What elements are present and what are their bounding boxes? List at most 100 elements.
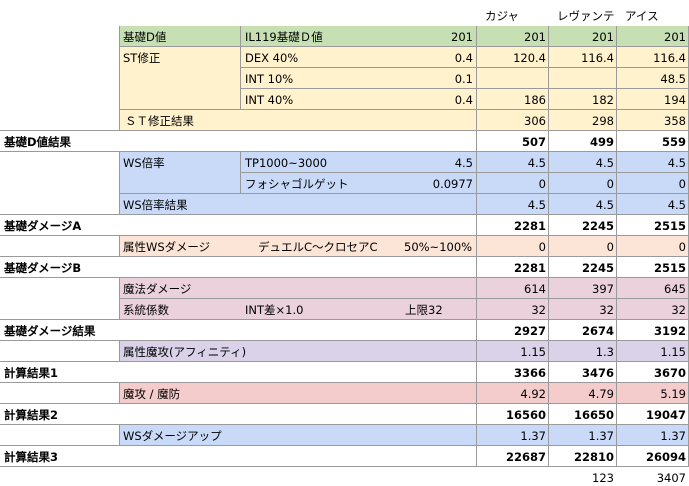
value-cell: 2927 (513, 324, 546, 338)
ws-result-col-1[interactable] (549, 194, 617, 215)
st-row-1[interactable] (241, 68, 477, 89)
st-row-0-col-0[interactable] (477, 47, 549, 68)
calc3-col-1[interactable] (549, 446, 617, 467)
calc2-label: 計算結果2 (4, 408, 59, 422)
ws-result-col-0[interactable] (477, 194, 549, 215)
base-d-result-col-1[interactable] (549, 131, 617, 152)
elem-ws-col-1[interactable] (549, 236, 617, 257)
label-block-matk[interactable] (0, 383, 120, 404)
dmg-b-row[interactable] (0, 257, 477, 278)
value-cell: 2515 (653, 219, 686, 233)
value-cell: 306 (524, 114, 546, 128)
base-d-result-row[interactable] (0, 131, 477, 152)
ws-up-col-0[interactable] (477, 425, 549, 446)
ws-row-0[interactable] (241, 152, 477, 173)
label-block-stmod[interactable] (0, 26, 120, 131)
value-cell: 1.15 (520, 345, 546, 359)
affinity-cell[interactable] (120, 341, 477, 362)
base-d-levante[interactable] (549, 26, 617, 47)
st-result-label: ＳＴ修正結果 (125, 114, 194, 128)
magic-coef-col-1[interactable] (549, 299, 617, 320)
ws-row-1-col-1[interactable] (549, 173, 617, 194)
st-row-1-col-1[interactable] (549, 68, 617, 89)
st-result-col-1[interactable] (549, 110, 617, 131)
dmg-a-col-0[interactable] (477, 215, 549, 236)
ws-row-1-col-0[interactable] (477, 173, 549, 194)
ws-up-cell[interactable] (120, 425, 477, 446)
elem-ws-desc: デュエルC～クロセアC (258, 240, 378, 254)
st-row-2[interactable] (241, 89, 477, 110)
matk-col-0[interactable] (477, 383, 549, 404)
dmg-a-row[interactable] (0, 215, 477, 236)
label-block-elem[interactable] (0, 236, 120, 257)
value-cell: 2245 (581, 219, 614, 233)
label-block-affinity[interactable] (0, 341, 120, 362)
magic-dmg-col-0[interactable] (477, 278, 549, 299)
affinity-col-0[interactable] (477, 341, 549, 362)
affinity-col-1[interactable] (549, 341, 617, 362)
value-cell: 4.5 (527, 198, 546, 212)
base-d-result-label: 基礎D値結果 (4, 135, 72, 149)
column-header: カジャ (485, 9, 519, 23)
ws-row-0-col-1[interactable] (549, 152, 617, 173)
value-cell: 2515 (653, 261, 686, 275)
value-cell: 2281 (513, 219, 546, 233)
elem-ws-col-0[interactable] (477, 236, 549, 257)
st-row-label: DEX 40% (245, 51, 299, 65)
ws-row-0-col-0[interactable] (477, 152, 549, 173)
value-cell: 201 (664, 30, 686, 44)
magic-coef-cell[interactable] (120, 299, 477, 320)
magic-coef-col-0[interactable] (477, 299, 549, 320)
dmg-result-row[interactable] (0, 320, 477, 341)
ws-row-1[interactable] (241, 173, 477, 194)
dmg-b-col-0[interactable] (477, 257, 549, 278)
st-result-label-cell[interactable] (120, 110, 477, 131)
label-block-ws[interactable] (0, 152, 120, 215)
elem-ws-label: 属性WSダメージ (123, 240, 211, 254)
ws-up-col-1[interactable] (549, 425, 617, 446)
base-d-kaja[interactable] (477, 26, 549, 47)
calc2-row[interactable] (0, 404, 477, 425)
magic-dmg-cell[interactable] (120, 278, 477, 299)
value-cell: 22687 (505, 450, 546, 464)
st-result-col-0[interactable] (477, 110, 549, 131)
calc2-col-1[interactable] (549, 404, 617, 425)
magic-coef-label: 系統係数 (123, 303, 169, 317)
value-cell: 32 (531, 303, 546, 317)
st-row-0[interactable] (241, 47, 477, 68)
st-row-2-col-0[interactable] (477, 89, 549, 110)
dmg-a-col-1[interactable] (549, 215, 617, 236)
calc3-label: 計算結果3 (4, 450, 59, 464)
dmg-b-col-1[interactable] (549, 257, 617, 278)
elem-ws-cell[interactable] (120, 236, 477, 257)
magic-dmg-col-1[interactable] (549, 278, 617, 299)
value-cell: 645 (664, 282, 686, 296)
st-label-cell[interactable] (120, 47, 241, 110)
ws-row-value: 0.0977 (432, 177, 473, 191)
st-row-1-col-0[interactable] (477, 68, 549, 89)
value-cell: 32 (599, 303, 614, 317)
st-row-2-col-1[interactable] (549, 89, 617, 110)
calc1-row[interactable] (0, 362, 477, 383)
calc1-col-0[interactable] (477, 362, 549, 383)
matk-col-1[interactable] (549, 383, 617, 404)
calc2-col-0[interactable] (477, 404, 549, 425)
ws-result-label-cell[interactable] (120, 194, 477, 215)
value-cell: 2281 (513, 261, 546, 275)
ws-label-cell[interactable] (120, 152, 241, 194)
value-cell: 0 (538, 177, 546, 191)
dmg-result-col-1[interactable] (549, 320, 617, 341)
base-d-result-col-0[interactable] (477, 131, 549, 152)
st-row-0-col-1[interactable] (549, 47, 617, 68)
base-d-input[interactable] (241, 26, 477, 47)
label-block-magic[interactable] (0, 278, 120, 320)
label-block-wsup[interactable] (0, 425, 120, 446)
matk-cell[interactable] (120, 383, 477, 404)
st-row-value: 0.1 (454, 72, 473, 86)
dmg-result-col-0[interactable] (477, 320, 549, 341)
value-cell: 507 (521, 135, 546, 149)
calc1-col-1[interactable] (549, 362, 617, 383)
calc3-col-0[interactable] (477, 446, 549, 467)
base-d-label[interactable] (120, 26, 241, 47)
calc3-row[interactable] (0, 446, 477, 467)
